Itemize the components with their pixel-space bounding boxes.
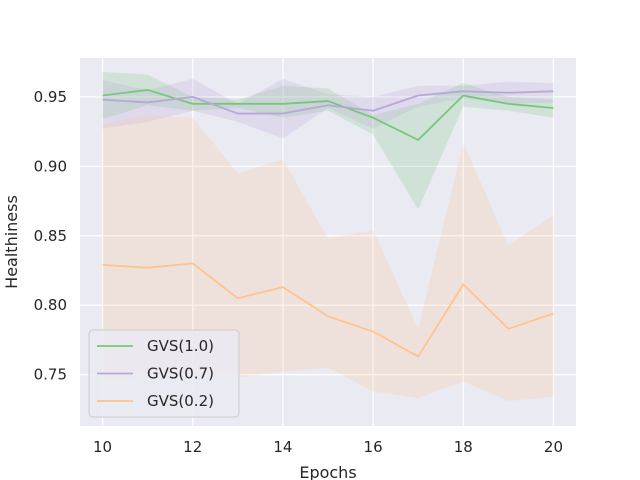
x-tick-label: 16 bbox=[364, 438, 383, 456]
x-axis-ticks: 10 12 14 16 18 20 bbox=[93, 438, 563, 456]
y-tick-label: 0.75 bbox=[34, 366, 67, 384]
x-tick-label: 20 bbox=[544, 438, 563, 456]
y-tick-label: 0.95 bbox=[34, 88, 67, 106]
y-tick-label: 0.90 bbox=[34, 157, 67, 175]
band-gvs-1-0 bbox=[102, 71, 554, 210]
y-axis-ticks: 0.75 0.80 0.85 0.90 0.95 bbox=[34, 88, 67, 384]
y-axis-label: Healthiness bbox=[2, 195, 21, 289]
y-tick-label: 0.85 bbox=[34, 227, 67, 245]
series-line-gvs-0-2 bbox=[102, 262, 554, 358]
series-line-gvs-0-7 bbox=[102, 90, 554, 115]
legend-box bbox=[88, 329, 240, 418]
x-tick-label: 10 bbox=[93, 438, 112, 456]
band-gvs-0-2 bbox=[102, 114, 554, 401]
x-tick-label: 14 bbox=[273, 438, 292, 456]
series-lines bbox=[102, 89, 554, 358]
y-tick-label: 0.80 bbox=[34, 296, 67, 314]
legend-label: GVS(1.0) bbox=[147, 337, 214, 355]
legend-label: GVS(0.7) bbox=[147, 365, 214, 383]
grid-lines bbox=[80, 58, 576, 426]
x-axis-label: Epochs bbox=[299, 463, 356, 480]
x-tick-label: 18 bbox=[454, 438, 473, 456]
x-tick-label: 12 bbox=[183, 438, 202, 456]
legend-label: GVS(0.2) bbox=[147, 392, 214, 410]
legend: GVS(1.0) GVS(0.7) GVS(0.2) bbox=[88, 329, 240, 418]
